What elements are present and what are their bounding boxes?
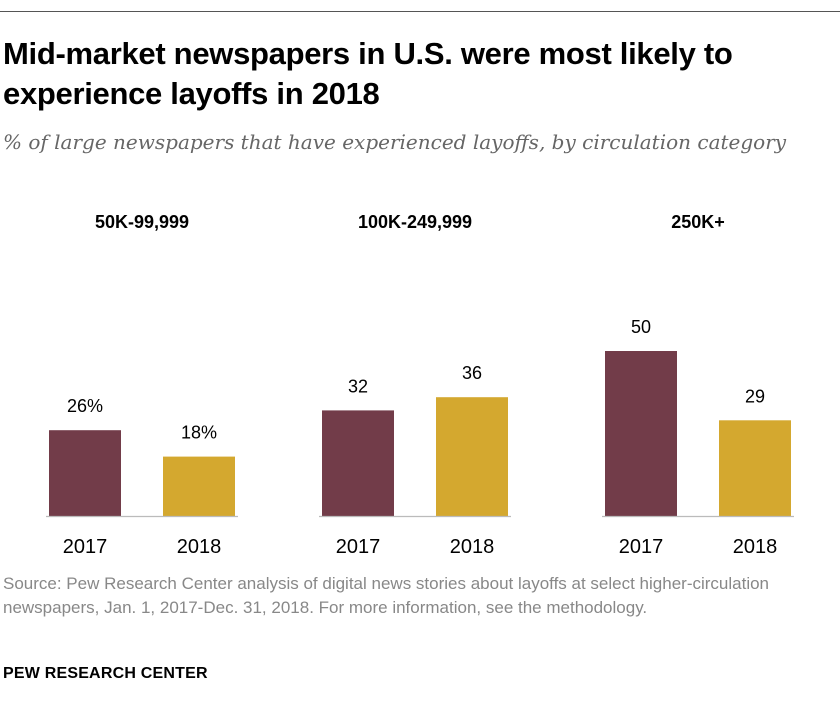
bar [436,397,508,516]
chart-title: Mid-market newspapers in U.S. were most … [3,34,833,114]
brand-label: PEW RESEARCH CENTER [3,665,208,683]
tick-label: 2017 [63,536,108,558]
bar [605,351,677,516]
data-label: 26% [67,396,103,416]
bar-chart: 50K-99,999 26% 2017 18% 2018 100K-249,999 32 20… [0,190,840,570]
group-label: 250K+ [671,212,725,232]
data-label: 18% [181,423,217,443]
tick-label: 2018 [733,536,778,558]
bar [719,420,791,516]
data-label: 50 [631,317,651,337]
bar [163,457,235,516]
data-label: 32 [348,376,368,396]
data-label: 36 [462,363,482,383]
tick-label: 2018 [177,536,222,558]
group-label: 50K-99,999 [95,212,189,232]
chart-subtitle: % of large newspapers that have experien… [3,128,838,156]
source-note: Source: Pew Research Center analysis of … [3,572,833,620]
tick-label: 2018 [450,536,495,558]
tick-label: 2017 [619,536,664,558]
tick-label: 2017 [336,536,381,558]
bar [322,410,394,516]
top-rule [0,11,840,12]
data-label: 29 [745,386,765,406]
bar [49,430,121,516]
group-label: 100K-249,999 [358,212,472,232]
